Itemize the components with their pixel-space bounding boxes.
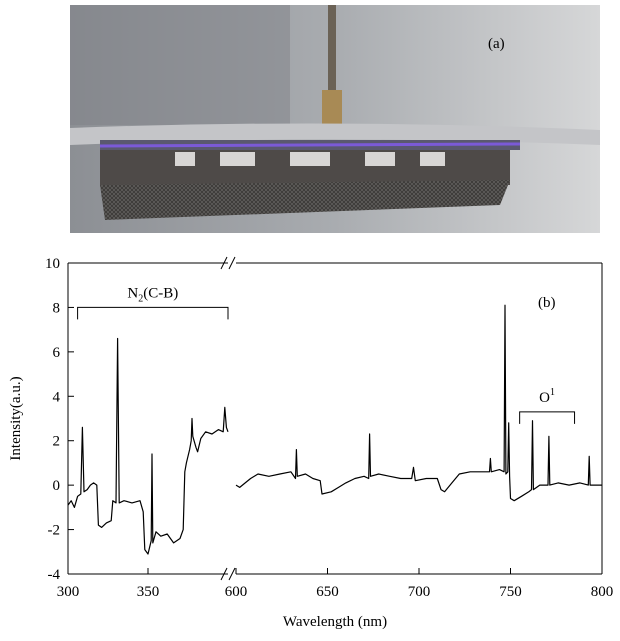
annotation: N2(C-B) <box>127 285 178 304</box>
panel-label: (b) <box>538 295 556 311</box>
x-tick-label: 700 <box>408 584 431 600</box>
photo-label: (a) <box>488 36 505 52</box>
photo: (a) <box>70 5 600 233</box>
x-tick-label: 800 <box>591 584 614 600</box>
y-tick-label: -4 <box>48 567 61 583</box>
x-axis-label: Wavelength (nm) <box>283 614 387 630</box>
annotation-part: N <box>127 285 138 301</box>
annotation-part: (C-B) <box>143 285 178 301</box>
axis-break <box>220 567 228 581</box>
bracket <box>519 411 576 424</box>
y-tick-label: 4 <box>53 389 61 405</box>
axis-break <box>220 256 228 270</box>
x-tick-label: 300 <box>57 584 80 600</box>
axis-break <box>228 256 236 270</box>
y-tick-label: 8 <box>53 300 61 316</box>
spectrum-line <box>67 304 602 555</box>
y-tick-label: 10 <box>45 256 60 272</box>
chart: -4 -2 0 2 4 6 8 10 300 350 600 650 700 750 800 Waveleng… <box>8 256 613 630</box>
annotation-part: O <box>539 390 550 406</box>
x-tick-label: 600 <box>225 584 248 600</box>
y-tick-label: 0 <box>53 478 61 494</box>
y-tick-label: 2 <box>53 434 61 450</box>
annotation-part: 1 <box>550 387 555 398</box>
annotation: O1 <box>539 387 555 406</box>
x-tick-label: 350 <box>137 584 160 600</box>
y-axis-label: Intensity(a.u.) <box>8 376 24 460</box>
x-tick-label: 650 <box>316 584 339 600</box>
x-tick-label: 750 <box>499 584 522 600</box>
annotation-part: 2 <box>138 293 143 304</box>
axis-break <box>228 567 236 581</box>
y-tick-label: -2 <box>48 523 61 539</box>
bracket <box>77 306 229 320</box>
y-tick-label: 6 <box>53 345 61 361</box>
